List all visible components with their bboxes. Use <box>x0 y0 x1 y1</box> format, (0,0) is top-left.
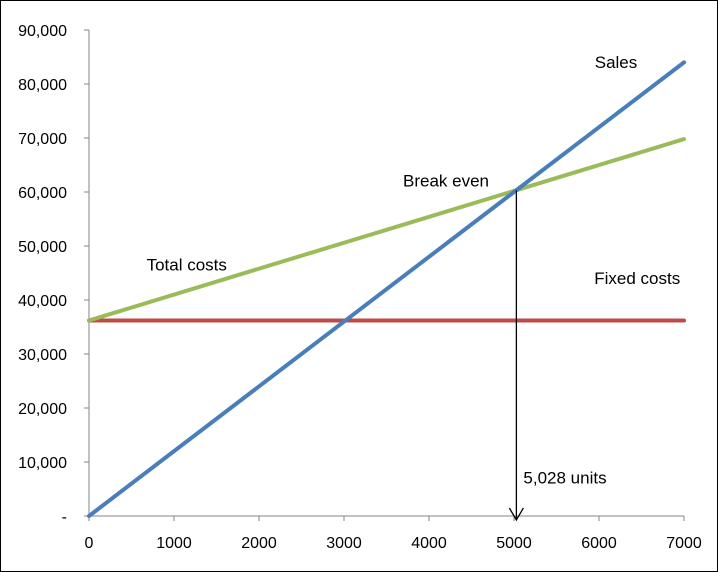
x-tick-label: 5000 <box>496 535 532 552</box>
x-tick-label: 4000 <box>411 535 447 552</box>
y-tick-label: 30,000 <box>18 347 67 364</box>
y-tick-label: 60,000 <box>18 185 67 202</box>
y-tick-label: 90,000 <box>18 23 67 40</box>
y-tick-label: 10,000 <box>18 455 67 472</box>
series-lines <box>87 60 686 518</box>
y-tick-label: 50,000 <box>18 239 67 256</box>
label-total-costs: Total costs <box>147 255 227 274</box>
label-fixed-costs: Fixed costs <box>594 269 680 288</box>
label-5-028-units: 5,028 units <box>523 469 606 488</box>
label-break-even: Break even <box>403 172 489 191</box>
x-tick-label: 3000 <box>326 535 362 552</box>
annotations: Sales Break even Total costs Fixed costs 5,0… <box>147 53 680 522</box>
axes: - 10,000 20,000 30,000 40,000 50,000 60,000 70,… <box>18 23 702 552</box>
y-tick-label: 20,000 <box>18 401 67 418</box>
x-tick-label: 7000 <box>666 535 702 552</box>
x-tick-label: 2000 <box>241 535 277 552</box>
y-tick-label: 80,000 <box>18 77 67 94</box>
y-tick-label: 40,000 <box>18 293 67 310</box>
y-tick-label: 70,000 <box>18 131 67 148</box>
x-tick-label: 0 <box>85 535 94 552</box>
break-even-arrowhead <box>508 507 524 522</box>
total-costs-line <box>87 137 686 323</box>
x-tick-label: 1000 <box>156 535 192 552</box>
y-tick-label: - <box>62 509 67 526</box>
sales-line <box>87 60 686 518</box>
x-tick-label: 6000 <box>581 535 617 552</box>
label-sales: Sales <box>595 53 638 72</box>
